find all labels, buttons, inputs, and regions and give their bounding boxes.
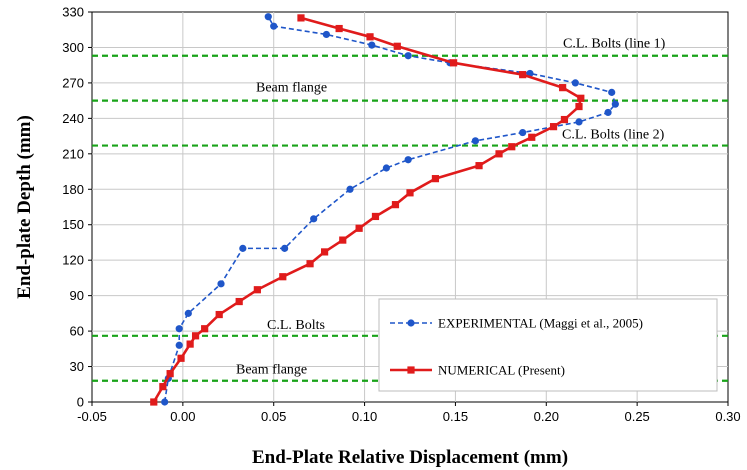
data-point	[335, 24, 343, 33]
y-tick-label: 30	[70, 359, 84, 374]
data-point	[177, 354, 185, 362]
reference-line-label: Beam flange	[256, 81, 327, 96]
series-line	[152, 16, 583, 403]
data-point	[186, 340, 194, 348]
data-point	[575, 118, 583, 126]
y-tick-label: 270	[62, 75, 84, 90]
x-axis-ticks: -0.05 0.00 0.05 0.10 0.15 0.20 0.25 0.30	[77, 402, 741, 424]
legend-label: NUMERICAL (Present)	[438, 363, 565, 378]
data-point	[215, 310, 223, 319]
legend-label: EXPERIMENTAL (Maggi et al., 2005)	[438, 316, 643, 331]
data-point	[279, 273, 287, 281]
data-point	[310, 215, 318, 223]
data-point	[371, 212, 380, 221]
data-point	[519, 128, 527, 137]
x-tick-label: 0.05	[261, 409, 286, 424]
x-axis-title: End-Plate Relative Displacement (mm)	[252, 447, 568, 468]
data-point	[508, 143, 516, 151]
series-2	[150, 14, 585, 406]
data-point	[184, 309, 192, 317]
data-point	[366, 33, 374, 41]
y-tick-label: 210	[62, 146, 84, 161]
data-point	[471, 137, 480, 145]
data-point	[281, 244, 289, 252]
series-layer	[150, 13, 619, 406]
y-tick-label: 90	[70, 288, 84, 303]
x-tick-label: -0.05	[77, 409, 107, 424]
y-tick-label: 240	[62, 111, 84, 126]
data-point	[217, 280, 225, 288]
data-point	[571, 79, 579, 87]
reference-line-label: Beam flange	[236, 363, 307, 378]
y-tick-label: 0	[77, 395, 84, 410]
data-point	[201, 325, 209, 333]
data-point	[575, 102, 583, 111]
data-point	[339, 236, 347, 244]
data-point	[495, 150, 503, 158]
y-tick-label: 150	[62, 217, 84, 232]
reference-line-label: C.L. Bolts (line 2)	[562, 128, 665, 143]
data-point	[253, 286, 261, 294]
x-tick-label: 0.30	[715, 409, 740, 424]
y-tick-label: 330	[62, 5, 84, 20]
y-tick-label: 60	[70, 324, 84, 339]
series-line	[163, 16, 617, 403]
data-point	[404, 52, 412, 60]
data-point	[306, 260, 314, 268]
data-point	[191, 332, 200, 340]
data-point	[235, 297, 243, 306]
reference-line-label: C.L. Bolts (line 1)	[563, 37, 666, 52]
data-point	[159, 383, 167, 391]
reference-line-label: C.L. Bolts	[267, 318, 325, 333]
data-point	[270, 22, 278, 30]
data-point	[166, 370, 174, 378]
legend-box	[378, 298, 718, 392]
data-point	[604, 108, 612, 117]
data-point	[528, 133, 536, 141]
data-point	[549, 123, 558, 131]
data-point	[577, 94, 585, 102]
data-point	[391, 201, 400, 209]
data-point	[355, 224, 363, 232]
data-point	[406, 189, 414, 197]
y-axis-ticks: 0 30 60 90 120 150 180 210 240 270 300 330	[62, 5, 92, 410]
x-tick-label: 0.00	[170, 409, 195, 424]
data-point	[346, 185, 354, 193]
y-axis-title: End-plate Depth (mm)	[14, 115, 35, 299]
legend-marker	[407, 319, 415, 327]
data-point	[175, 325, 183, 333]
data-point	[322, 30, 331, 39]
data-point	[608, 88, 616, 96]
data-point	[404, 156, 412, 164]
data-point	[559, 84, 567, 92]
data-point	[431, 175, 440, 183]
data-point	[393, 42, 401, 50]
data-point	[450, 59, 458, 67]
data-point	[368, 41, 376, 49]
data-point	[239, 244, 247, 252]
data-point	[175, 341, 183, 349]
x-tick-label: 0.10	[352, 409, 377, 424]
data-point	[519, 71, 527, 79]
x-tick-label: 0.25	[624, 409, 649, 424]
data-point	[150, 398, 158, 406]
y-tick-label: 120	[62, 253, 84, 268]
data-point	[264, 13, 272, 21]
data-point	[611, 100, 619, 108]
data-point	[382, 164, 390, 172]
legend: EXPERIMENTAL (Maggi et al., 2005) NUMERIC…	[378, 298, 718, 392]
x-tick-label: 0.20	[534, 409, 559, 424]
y-tick-label: 180	[62, 182, 84, 197]
x-tick-label: 0.15	[443, 409, 468, 424]
data-point	[320, 248, 329, 256]
data-point	[297, 14, 305, 22]
data-point	[560, 115, 569, 124]
y-tick-label: 300	[62, 40, 84, 55]
data-point	[161, 398, 169, 406]
legend-marker	[407, 366, 415, 374]
data-point	[475, 162, 483, 170]
series-1	[161, 13, 619, 406]
